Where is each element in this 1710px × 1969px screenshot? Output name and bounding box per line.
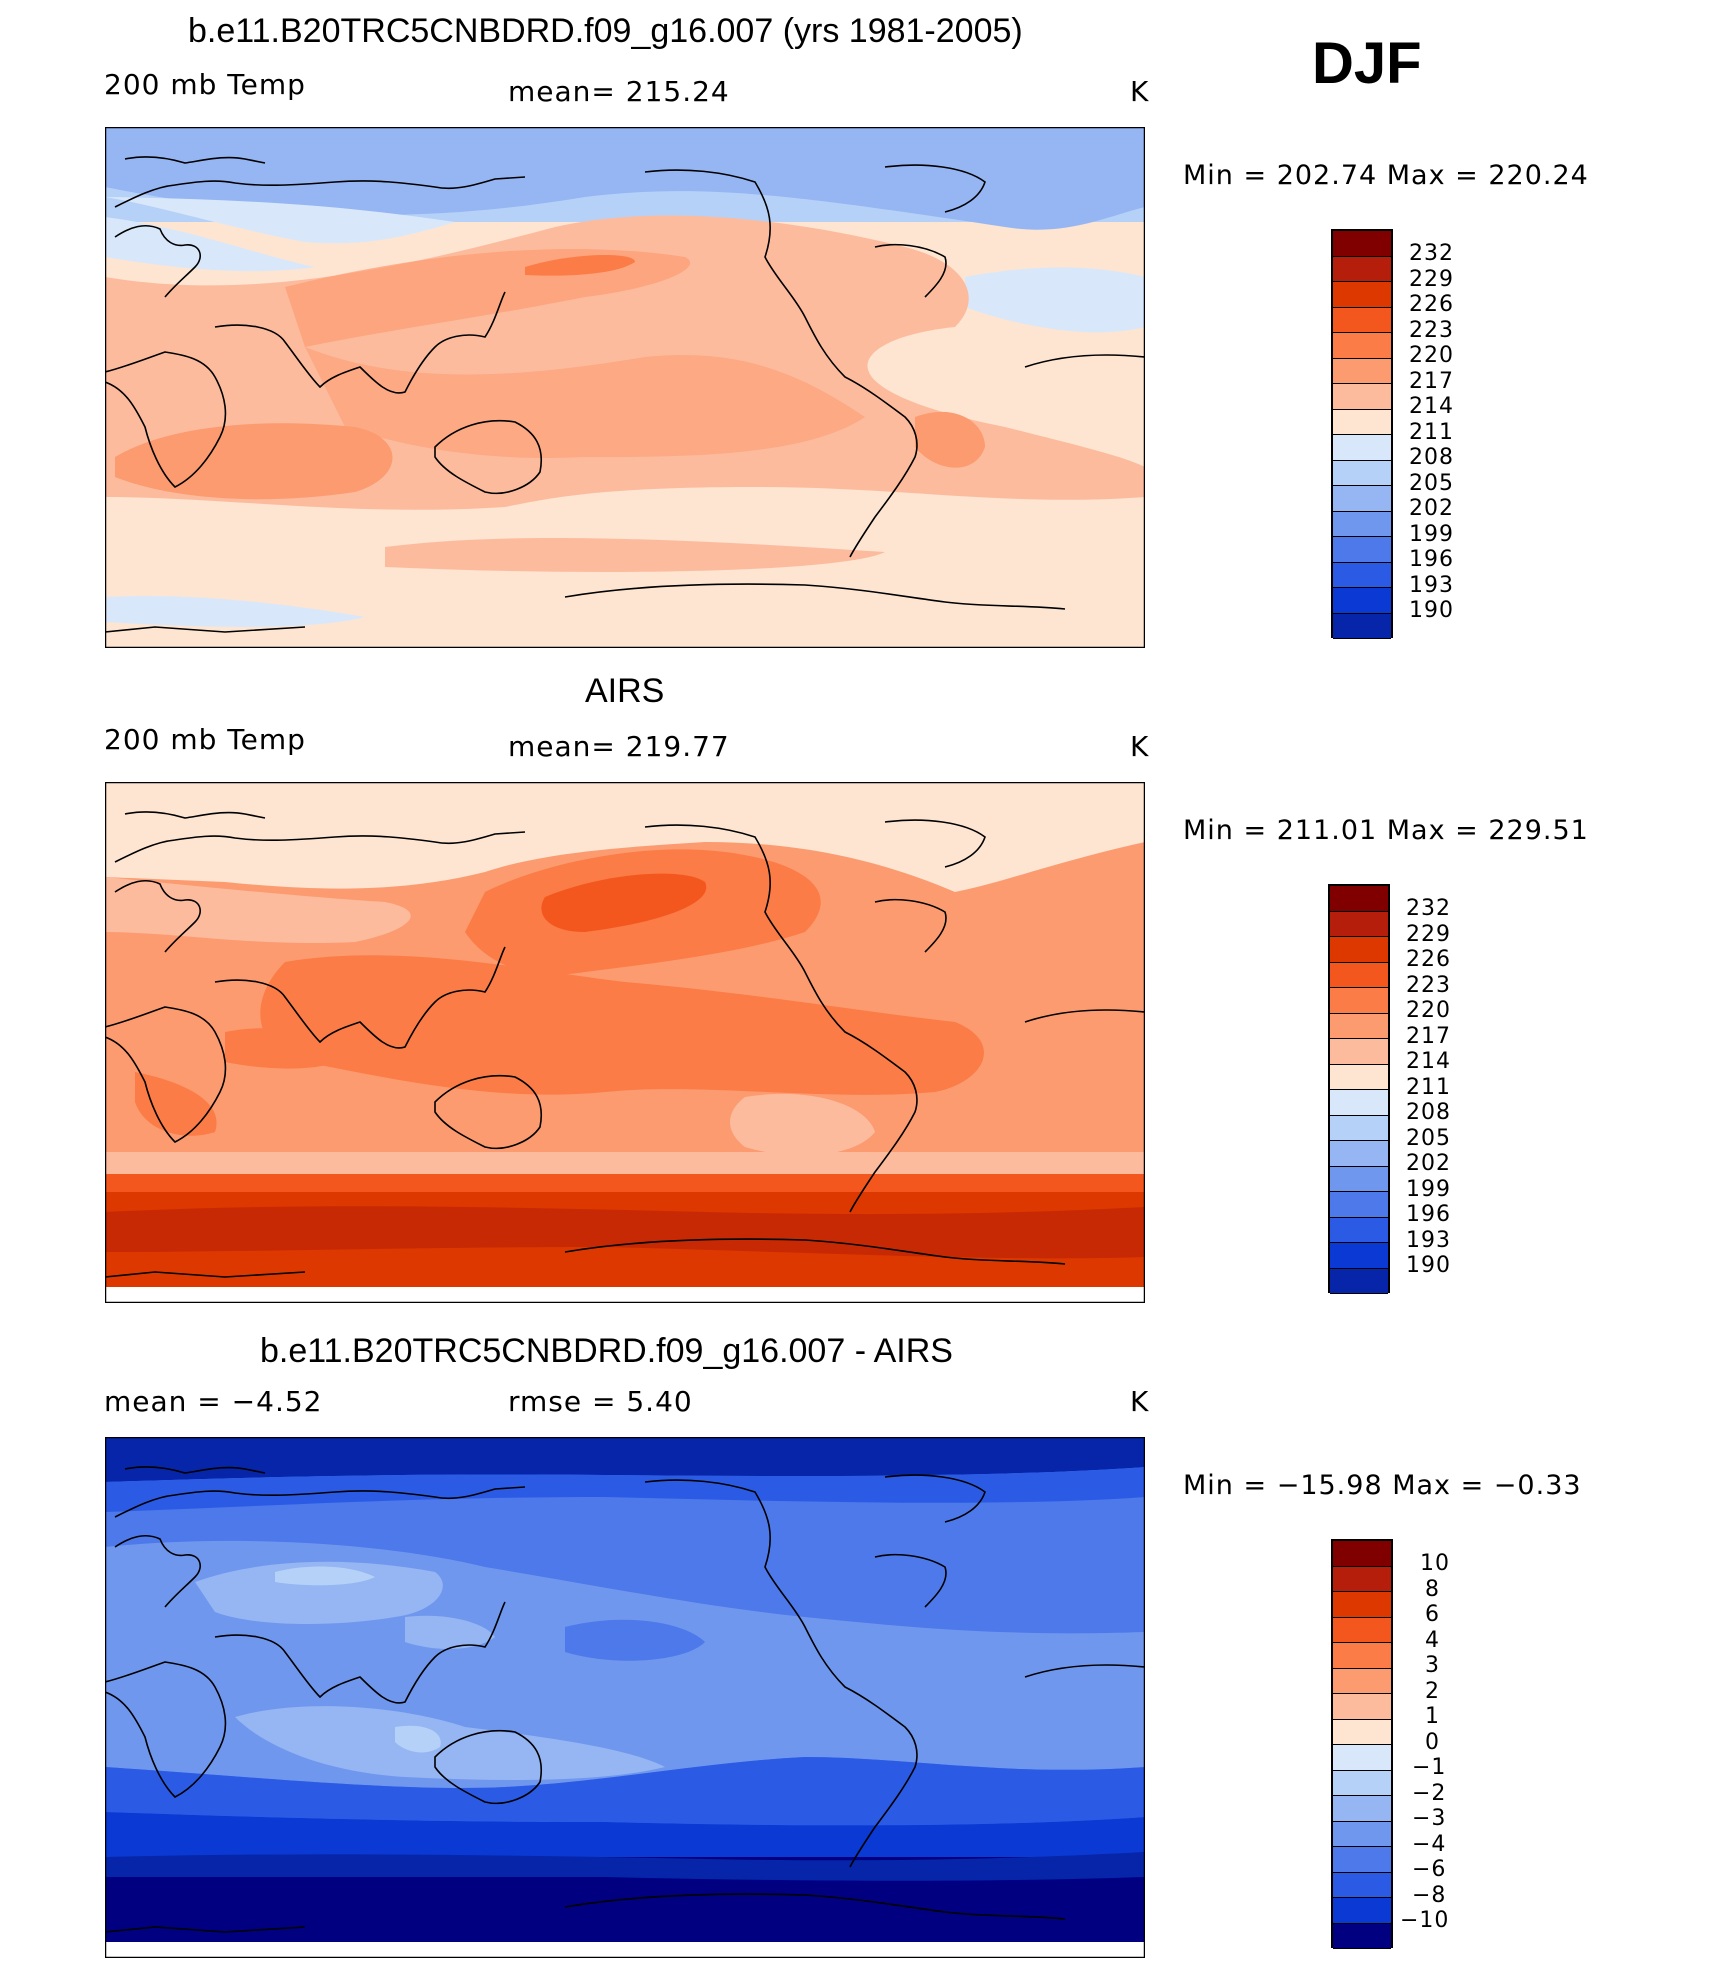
colorbar-tick-label: 208 (1406, 1100, 1451, 1125)
colorbar-tick-label: 8 (1425, 1577, 1440, 1602)
colorbar-tick-label: −8 (1412, 1883, 1447, 1908)
panel1-minmax: Min = 202.74 Max = 220.24 (1183, 160, 1589, 191)
panel2-map (105, 782, 1145, 1303)
colorbar-tick-label: 226 (1406, 947, 1451, 972)
colorbar-tick-label: 205 (1406, 1126, 1451, 1151)
panel2-title: AIRS (585, 672, 665, 710)
panel2-colorbar (1328, 884, 1390, 1294)
panel1-colorbar (1331, 229, 1393, 639)
colorbar-tick-label: 1 (1425, 1704, 1440, 1729)
colorbar-tick-label: 6 (1425, 1602, 1440, 1627)
colorbar-tick-label: −6 (1412, 1857, 1447, 1882)
panel3-units: K (1130, 1385, 1150, 1418)
colorbar-tick-label: 226 (1409, 292, 1454, 317)
season-label: DJF (1312, 31, 1422, 96)
colorbar-tick-label: −1 (1412, 1755, 1447, 1780)
colorbar-tick-label: 211 (1406, 1075, 1451, 1100)
colorbar-tick-label: 202 (1409, 496, 1454, 521)
colorbar-tick-label: 2 (1425, 1679, 1440, 1704)
colorbar-tick-label: 211 (1409, 420, 1454, 445)
colorbar-tick-label: 217 (1406, 1024, 1451, 1049)
colorbar-tick-label: 220 (1409, 343, 1454, 368)
colorbar-tick-label: 232 (1409, 241, 1454, 266)
colorbar-tick-label: 0 (1425, 1730, 1440, 1755)
panel1-variable-label: 200 mb Temp (104, 68, 306, 101)
colorbar-tick-label: 196 (1406, 1202, 1451, 1227)
colorbar-tick-label: 223 (1409, 318, 1454, 343)
panel1-title: b.e11.B20TRC5CNBDRD.f09_g16.007 (yrs 198… (188, 12, 1023, 50)
colorbar-tick-label: −4 (1412, 1832, 1447, 1857)
colorbar-tick-label: 208 (1409, 445, 1454, 470)
colorbar-tick-label: 4 (1425, 1628, 1440, 1653)
colorbar-tick-label: 196 (1409, 547, 1454, 572)
colorbar-tick-label: 214 (1406, 1049, 1451, 1074)
colorbar-tick-label: 3 (1425, 1653, 1440, 1678)
panel3-rmse-label: rmse = 5.40 (508, 1385, 693, 1418)
colorbar-tick-label: 193 (1409, 573, 1454, 598)
colorbar-tick-label: 199 (1406, 1177, 1451, 1202)
panel2-units: K (1130, 730, 1150, 763)
panel3-minmax: Min = −15.98 Max = −0.33 (1183, 1470, 1582, 1501)
panel2-mean-label: mean= 219.77 (508, 730, 730, 763)
panel1-mean-label: mean= 215.24 (508, 75, 730, 108)
panel2-minmax: Min = 211.01 Max = 229.51 (1183, 815, 1589, 846)
panel3-map (105, 1437, 1145, 1958)
colorbar-tick-label: 202 (1406, 1151, 1451, 1176)
colorbar-tick-label: 214 (1409, 394, 1454, 419)
colorbar-tick-label: 190 (1409, 598, 1454, 623)
colorbar-tick-label: 232 (1406, 896, 1451, 921)
colorbar-tick-label: 205 (1409, 471, 1454, 496)
colorbar-tick-label: 223 (1406, 973, 1451, 998)
panel3-colorbar (1331, 1539, 1393, 1949)
colorbar-tick-label: 229 (1409, 267, 1454, 292)
colorbar-tick-label: 190 (1406, 1253, 1451, 1278)
panel1-units: K (1130, 75, 1150, 108)
panel3-mean-label: mean = −4.52 (104, 1385, 323, 1418)
panel2-variable-label: 200 mb Temp (104, 723, 306, 756)
colorbar-tick-label: 193 (1406, 1228, 1451, 1253)
colorbar-tick-label: −10 (1400, 1908, 1450, 1933)
colorbar-tick-label: 229 (1406, 922, 1451, 947)
colorbar-tick-label: 217 (1409, 369, 1454, 394)
colorbar-tick-label: 199 (1409, 522, 1454, 547)
colorbar-tick-label: 220 (1406, 998, 1451, 1023)
panel3-title: b.e11.B20TRC5CNBDRD.f09_g16.007 - AIRS (260, 1332, 953, 1370)
colorbar-tick-label: −2 (1412, 1781, 1447, 1806)
panel1-map (105, 127, 1145, 648)
colorbar-tick-label: −3 (1412, 1806, 1447, 1831)
colorbar-tick-label: 10 (1420, 1551, 1450, 1576)
